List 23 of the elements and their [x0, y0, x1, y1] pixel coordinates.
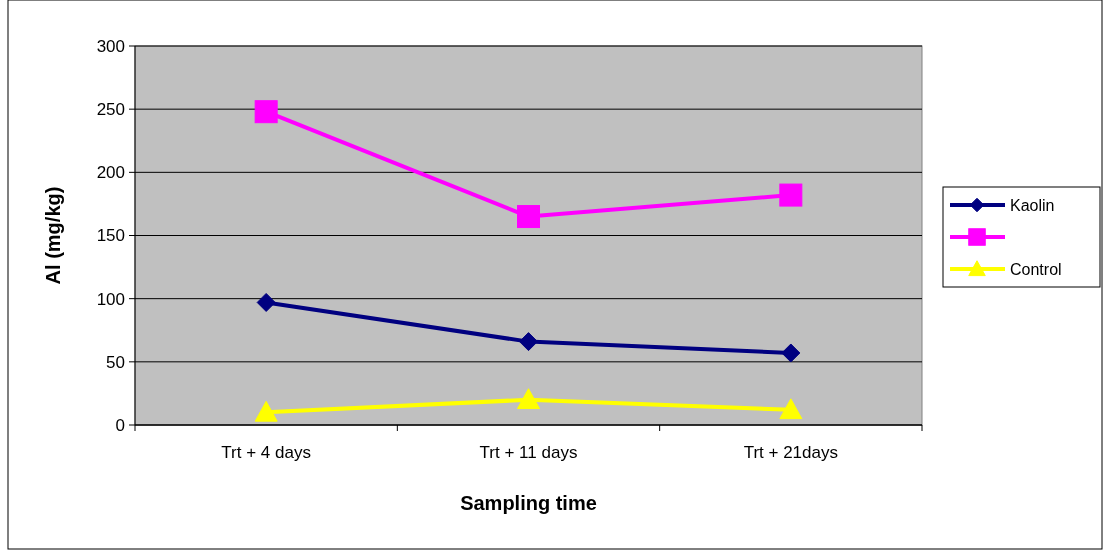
y-axis-title: Al (mg/kg) [42, 186, 64, 285]
legend-label: Kaolin [1010, 196, 1055, 214]
x-tick-label: Trt + 4 days [221, 443, 311, 462]
point [254, 400, 278, 422]
x-tick-label: Trt + 21days [743, 443, 839, 462]
y-tick-label: 100 [96, 289, 125, 309]
x-tick-label: Trt + 11 days [479, 443, 578, 462]
y-tick-label: 200 [96, 163, 125, 183]
y-tick-label: 250 [96, 100, 125, 120]
y-tick-label: 0 [115, 415, 125, 435]
x-axis-title: Sampling time [460, 492, 597, 514]
point [781, 343, 801, 363]
point [779, 183, 803, 207]
y-tick-label: 150 [96, 226, 125, 246]
point [519, 332, 538, 352]
point [779, 398, 803, 420]
point [517, 205, 540, 229]
y-tick-label: 50 [106, 352, 125, 372]
point [517, 388, 540, 410]
y-tick-label: 300 [96, 36, 125, 56]
point [254, 100, 278, 124]
legend-label: Control [1010, 260, 1062, 278]
point [256, 292, 276, 312]
